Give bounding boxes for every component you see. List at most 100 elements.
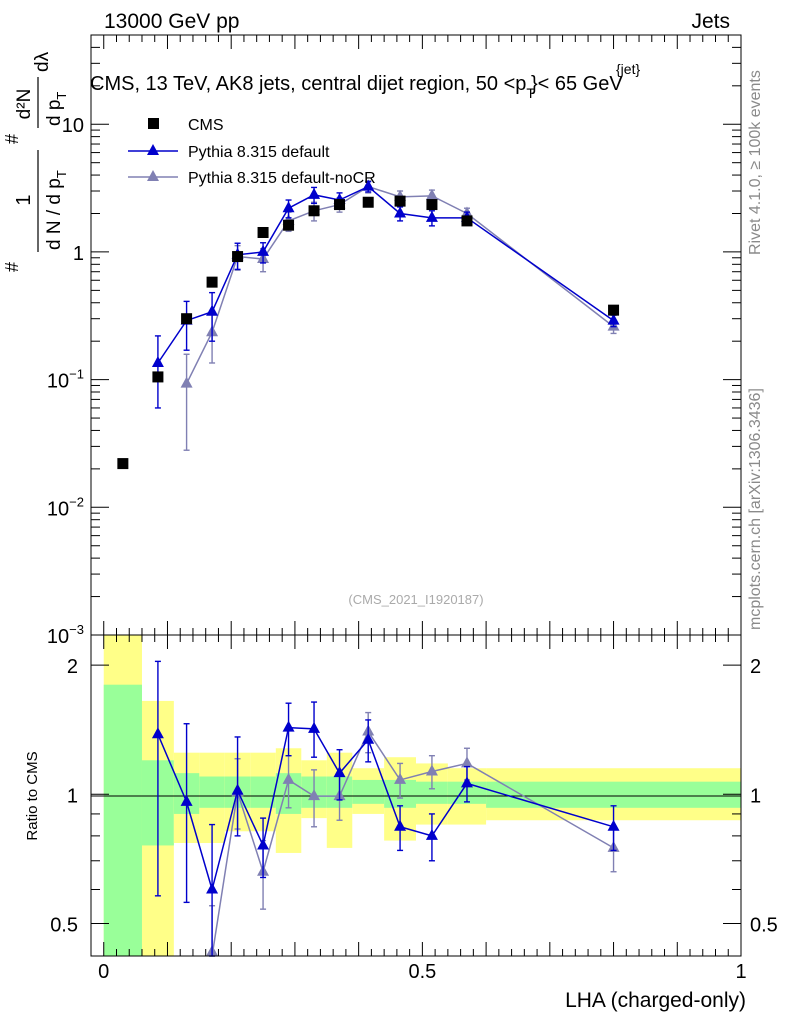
main-ytick-base: 10 bbox=[47, 498, 69, 520]
main-ytick-base: 1 bbox=[73, 243, 84, 265]
ratio-ytick-label: 2 bbox=[67, 656, 78, 678]
main-ytick-label: 10 bbox=[62, 115, 84, 137]
default-point bbox=[394, 206, 407, 218]
cms-point bbox=[608, 304, 620, 316]
legend-cms-label: CMS bbox=[188, 117, 224, 134]
legend: CMS Pythia 8.315 default Pythia 8.315 de… bbox=[128, 117, 376, 187]
mcplots-label: mcplots.cern.ch [arXiv:1306.3436] bbox=[747, 388, 764, 630]
band-inner bbox=[486, 781, 741, 808]
default-point bbox=[362, 179, 375, 191]
ratio-nocr-point bbox=[394, 772, 407, 784]
header-left: 13000 GeV pp bbox=[104, 10, 239, 33]
ratio-default-point bbox=[607, 819, 620, 831]
title-sup: {jet} bbox=[616, 61, 640, 77]
cms-point bbox=[283, 219, 295, 231]
main-ytick-label: 10−3 bbox=[47, 622, 84, 648]
nocr-point bbox=[425, 188, 438, 200]
band-inner bbox=[103, 684, 142, 956]
main-ytick-base: 10 bbox=[47, 626, 69, 648]
ratio-default-point bbox=[460, 776, 473, 788]
default-point bbox=[206, 304, 219, 316]
ylabel-frac2-num: d²N bbox=[14, 89, 35, 120]
ratio-default-point bbox=[151, 727, 164, 739]
main-ticks bbox=[91, 34, 742, 636]
ratio-default-point bbox=[362, 732, 375, 744]
ratio-default-point bbox=[206, 882, 219, 894]
default-point bbox=[151, 355, 164, 367]
main-ytick-label: 10−1 bbox=[47, 367, 84, 393]
cms-point bbox=[257, 226, 269, 238]
legend-nocr-label: Pythia 8.315 default-noCR bbox=[188, 170, 376, 187]
main-ytick-exp: −1 bbox=[69, 367, 84, 382]
ylabel-frac1-den-sub: T bbox=[54, 170, 69, 178]
cms-point bbox=[394, 195, 406, 207]
cms-point bbox=[206, 276, 218, 288]
cms-point bbox=[334, 199, 346, 211]
ratio-ytick-label: 1 bbox=[67, 785, 78, 807]
ylabel-frac1-den-text: d N / d p bbox=[44, 178, 65, 250]
legend-default-label: Pythia 8.315 default bbox=[188, 144, 330, 161]
ratio-panel: 0.5 0.51 12 2 0 0.5 1 Ratio to CMS LHA (charg… bbox=[24, 634, 778, 1012]
ratio-nocr-point bbox=[308, 789, 321, 801]
band-inner bbox=[250, 776, 276, 808]
xlabel: LHA (charged-only) bbox=[565, 989, 746, 1012]
main-ytick-label: 10−2 bbox=[47, 494, 84, 520]
default-point bbox=[282, 201, 295, 213]
title-sub: T bbox=[526, 85, 535, 101]
nocr-point bbox=[180, 376, 193, 388]
ratio-xtick-label: 1 bbox=[735, 961, 746, 983]
cms-point bbox=[426, 199, 438, 211]
ylabel-frac1-den: d N / d pT bbox=[44, 170, 69, 250]
analysis-watermark: (CMS_2021_I1920187) bbox=[348, 592, 483, 607]
ylabel-frac2-den-text: d p bbox=[44, 100, 65, 126]
ratio-xtick-label: 0 bbox=[98, 961, 109, 983]
default-point bbox=[257, 244, 270, 256]
legend-cms-marker bbox=[148, 118, 159, 129]
ylabel-frac2-den: d pT bbox=[44, 92, 69, 126]
ratio-ticks bbox=[91, 635, 742, 956]
ratio-nocr-point bbox=[460, 756, 473, 768]
ratio-bands bbox=[103, 635, 741, 956]
ylabel-hash-1: # bbox=[2, 262, 22, 272]
cms-point bbox=[362, 196, 374, 208]
ratio-ylabel: Ratio to CMS bbox=[24, 751, 41, 840]
ratio-nocr-point bbox=[425, 764, 438, 776]
default-point bbox=[308, 187, 321, 199]
main-ytick-base: 10 bbox=[47, 371, 69, 393]
header-right: Jets bbox=[691, 10, 730, 33]
nocr-line bbox=[185, 185, 615, 384]
ratio-default-point bbox=[282, 720, 295, 732]
cms-point bbox=[308, 205, 320, 217]
title-prefix: CMS, 13 TeV, AK8 jets, central dijet reg… bbox=[90, 73, 526, 95]
ratio-default-point bbox=[308, 721, 321, 733]
ratio-default-point bbox=[333, 766, 346, 778]
ratio-series bbox=[151, 660, 620, 957]
band-inner bbox=[352, 779, 385, 804]
cms-point bbox=[181, 313, 193, 325]
main-ylabel: # 1 d N / d pT # d²N d pT dλ bbox=[2, 51, 69, 272]
cms-point bbox=[117, 458, 129, 470]
default-point bbox=[425, 210, 438, 222]
ratio-frame bbox=[90, 634, 742, 957]
ratio-default-point bbox=[231, 783, 244, 795]
ratio-ytick-label-right: 2 bbox=[750, 656, 761, 678]
ratio-default-point bbox=[180, 794, 193, 806]
main-ytick-exp: −3 bbox=[69, 622, 84, 637]
ratio-ytick-label: 0.5 bbox=[50, 914, 78, 936]
ratio-default-point bbox=[425, 828, 438, 840]
main-panel: (CMS_2021_I1920187) CMS, 13 TeV, AK8 jet… bbox=[2, 34, 742, 648]
ratio-nocr-point bbox=[282, 772, 295, 784]
ratio-default-point bbox=[394, 819, 407, 831]
ylabel-hash-2: # bbox=[2, 134, 22, 144]
main-ytick-base: 10 bbox=[62, 115, 84, 137]
ylabel-tail: dλ bbox=[32, 51, 53, 72]
chart-title: CMS, 13 TeV, AK8 jets, central dijet reg… bbox=[90, 73, 623, 101]
default-point bbox=[607, 313, 620, 325]
band-inner bbox=[416, 781, 448, 804]
band-inner bbox=[199, 776, 225, 808]
ylabel-frac2-den-sub: T bbox=[54, 92, 69, 100]
main-ytick-label: 1 bbox=[73, 243, 84, 265]
cms-point bbox=[152, 371, 164, 383]
